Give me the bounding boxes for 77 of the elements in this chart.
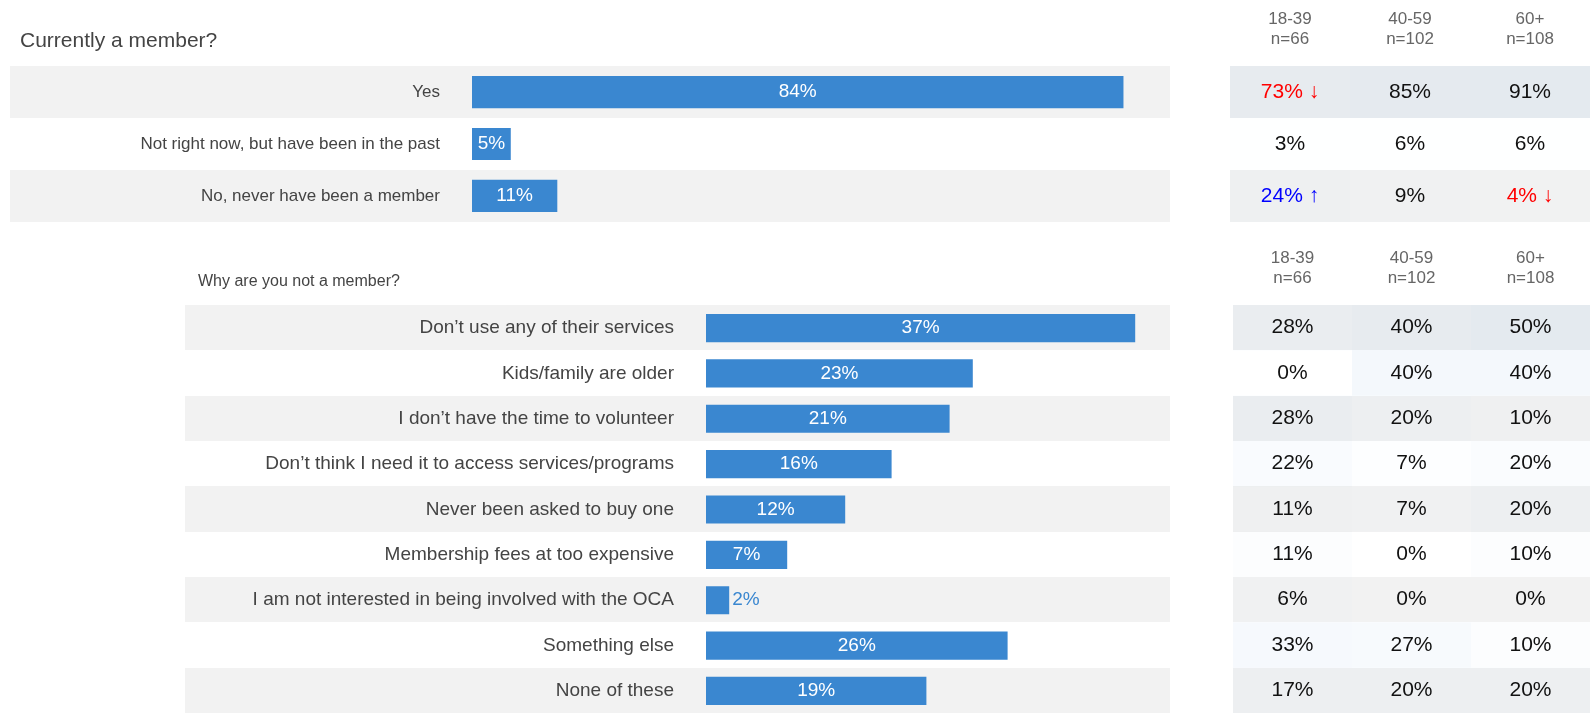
data-label: 4% ↓ [1506, 182, 1554, 206]
bar [706, 449, 892, 478]
data-label: 85% [1388, 78, 1432, 102]
data-label: 40% [1509, 359, 1552, 383]
data-label: 17% [1271, 677, 1314, 701]
data-label: 0% [1396, 541, 1427, 565]
data-label: 73% ↓ [1260, 78, 1320, 102]
data-label: 7% [732, 542, 761, 564]
y-tick-label: None of these [555, 678, 674, 700]
y-tick-label: Not right now, but have been in the past [140, 133, 441, 153]
data-label: 3% [1274, 130, 1306, 154]
data-label: 16% [779, 451, 818, 473]
data-label: 10% [1509, 541, 1552, 565]
data-label: 20% [1509, 495, 1552, 519]
data-label: 19% [797, 678, 836, 700]
data-label: 28% [1271, 405, 1314, 429]
bar [706, 495, 846, 524]
data-label: 20% [1390, 677, 1433, 701]
bar [706, 676, 927, 705]
x-tick-label: 40-59 n=102 [1387, 248, 1436, 288]
data-label: 0% [1277, 359, 1308, 383]
y-tick-label: No, never have been a member [200, 185, 441, 205]
text: Why are you not a member? [198, 272, 400, 290]
data-label: 22% [1271, 450, 1314, 474]
data-label: 33% [1271, 631, 1314, 655]
data-label: 40% [1390, 314, 1433, 338]
bar [706, 631, 1008, 660]
data-label: 6% [1514, 130, 1546, 154]
data-label: 0% [1515, 586, 1546, 610]
y-tick-label: I don’t have the time to volunteer [398, 406, 675, 428]
data-label: 50% [1509, 314, 1552, 338]
data-label: 24% ↑ [1260, 182, 1320, 206]
y-tick-label: Kids/family are older [501, 361, 675, 383]
data-label: 10% [1509, 631, 1552, 655]
y-tick-label: Membership fees at too expensive [384, 542, 674, 564]
data-label: 84% [778, 80, 817, 102]
data-label: 21% [808, 406, 847, 428]
data-label: 11% [1272, 541, 1313, 565]
data-label: 0% [1396, 586, 1427, 610]
y-tick-label: Don’t use any of their services [419, 315, 674, 337]
data-label: 20% [1390, 405, 1433, 429]
x-tick-label: 60+ n=108 [1506, 9, 1554, 49]
x-tick-label: 60+ n=108 [1506, 248, 1555, 288]
data-label: 12% [756, 497, 795, 519]
data-label: 2% [732, 588, 760, 610]
bar [706, 358, 973, 388]
data-label: 7% [1396, 495, 1427, 519]
data-label: 91% [1508, 78, 1552, 102]
data-label: 28% [1271, 314, 1314, 338]
data-label: 26% [837, 633, 876, 655]
data-label: 40% [1390, 359, 1433, 383]
data-label: 7% [1396, 450, 1427, 474]
data-label: 6% [1394, 130, 1426, 154]
data-label: 10% [1509, 405, 1552, 429]
data-label: 37% [901, 315, 940, 337]
data-label: 9% [1394, 182, 1426, 206]
data-label: 11% [496, 183, 534, 205]
data-label: 27% [1390, 631, 1433, 655]
y-tick-label: Something else [543, 633, 674, 655]
data-label: 23% [820, 361, 859, 383]
data-label: 20% [1509, 677, 1552, 701]
y-tick-label: Yes [412, 81, 440, 101]
data-label: 20% [1509, 450, 1552, 474]
data-label: 5% [477, 132, 506, 154]
data-label: 11% [1272, 495, 1313, 519]
y-tick-label: Don’t think I need it to access services/programs [265, 451, 674, 473]
bar [706, 585, 730, 614]
y-tick-label: I am not interested in being involved with the OCA [252, 588, 675, 610]
x-tick-label: 18-39 n=66 [1268, 9, 1312, 49]
x-tick-label: 18-39 n=66 [1270, 248, 1315, 288]
text: Currently a member? [20, 28, 218, 52]
x-tick-label: 40-59 n=102 [1386, 9, 1434, 49]
bar [706, 404, 950, 433]
y-tick-label: Never been asked to buy one [425, 497, 674, 519]
bar [706, 313, 1136, 342]
bar [706, 540, 788, 569]
data-label: 6% [1277, 586, 1308, 610]
